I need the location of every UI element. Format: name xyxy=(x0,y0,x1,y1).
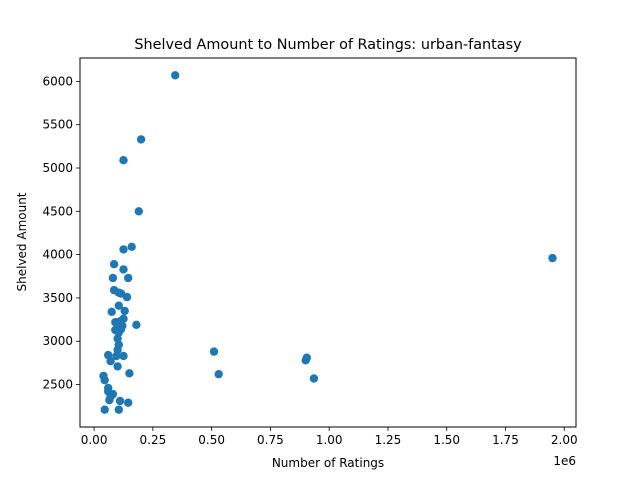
y-tick-label: 4500 xyxy=(42,204,73,218)
data-point xyxy=(136,135,146,144)
data-point xyxy=(209,347,219,356)
data-point xyxy=(100,376,109,385)
y-tick-label: 3000 xyxy=(42,334,73,348)
data-point xyxy=(548,253,557,263)
data-point xyxy=(115,396,125,406)
plot-frame xyxy=(79,57,577,428)
x-axis-scale-label: 1e6 xyxy=(553,454,576,468)
y-axis-label: Shelved Amount xyxy=(15,192,29,291)
data-point xyxy=(119,156,128,165)
data-point xyxy=(127,242,136,251)
y-axis-ticks: 2500 3000 3500 4000 4500 5000 5500 6000 xyxy=(42,74,80,392)
y-tick-label: 3500 xyxy=(42,291,73,305)
x-tick-label: 0.75 xyxy=(257,433,284,447)
data-point xyxy=(113,362,122,371)
data-point xyxy=(132,320,141,329)
y-tick-label: 5000 xyxy=(42,161,73,175)
y-tick-label: 4000 xyxy=(42,248,73,262)
data-point xyxy=(214,370,223,379)
data-point xyxy=(120,306,129,316)
data-point xyxy=(105,395,114,405)
data-point xyxy=(114,301,124,310)
y-tick-label: 6000 xyxy=(42,74,73,88)
data-point xyxy=(171,71,180,80)
data-point xyxy=(107,307,116,316)
data-point xyxy=(119,351,128,361)
x-axis-label: Number of Ratings xyxy=(272,456,384,470)
data-point xyxy=(106,357,115,366)
data-point xyxy=(134,207,143,216)
data-point xyxy=(100,405,109,414)
x-tick-label: 2.00 xyxy=(551,433,578,447)
data-point xyxy=(122,292,132,302)
chart-title: Shelved Amount to Number of Ratings: urb… xyxy=(134,37,522,53)
data-points xyxy=(99,71,557,414)
x-tick-label: 1.25 xyxy=(375,433,402,447)
data-point xyxy=(108,273,118,283)
data-point xyxy=(125,369,134,378)
y-tick-label: 5500 xyxy=(42,118,73,132)
data-point xyxy=(302,353,311,362)
x-tick-label: 0.50 xyxy=(198,433,225,447)
x-tick-label: 1.00 xyxy=(316,433,343,447)
x-axis-ticks: 0.00 0.25 0.50 0.75 1.00 1.25 1.50 1.75 2.00 xyxy=(81,427,578,447)
data-point xyxy=(124,398,133,407)
data-point xyxy=(124,273,133,283)
data-point xyxy=(119,245,128,254)
data-point xyxy=(309,374,319,383)
data-point xyxy=(112,351,121,361)
data-point xyxy=(114,405,124,414)
data-point xyxy=(119,265,128,274)
data-point xyxy=(109,260,119,269)
x-tick-label: 0.25 xyxy=(140,433,167,447)
x-tick-label: 1.50 xyxy=(433,433,460,447)
x-tick-label: 1.75 xyxy=(492,433,519,447)
x-tick-label: 0.00 xyxy=(81,433,108,447)
y-tick-label: 2500 xyxy=(42,378,73,392)
